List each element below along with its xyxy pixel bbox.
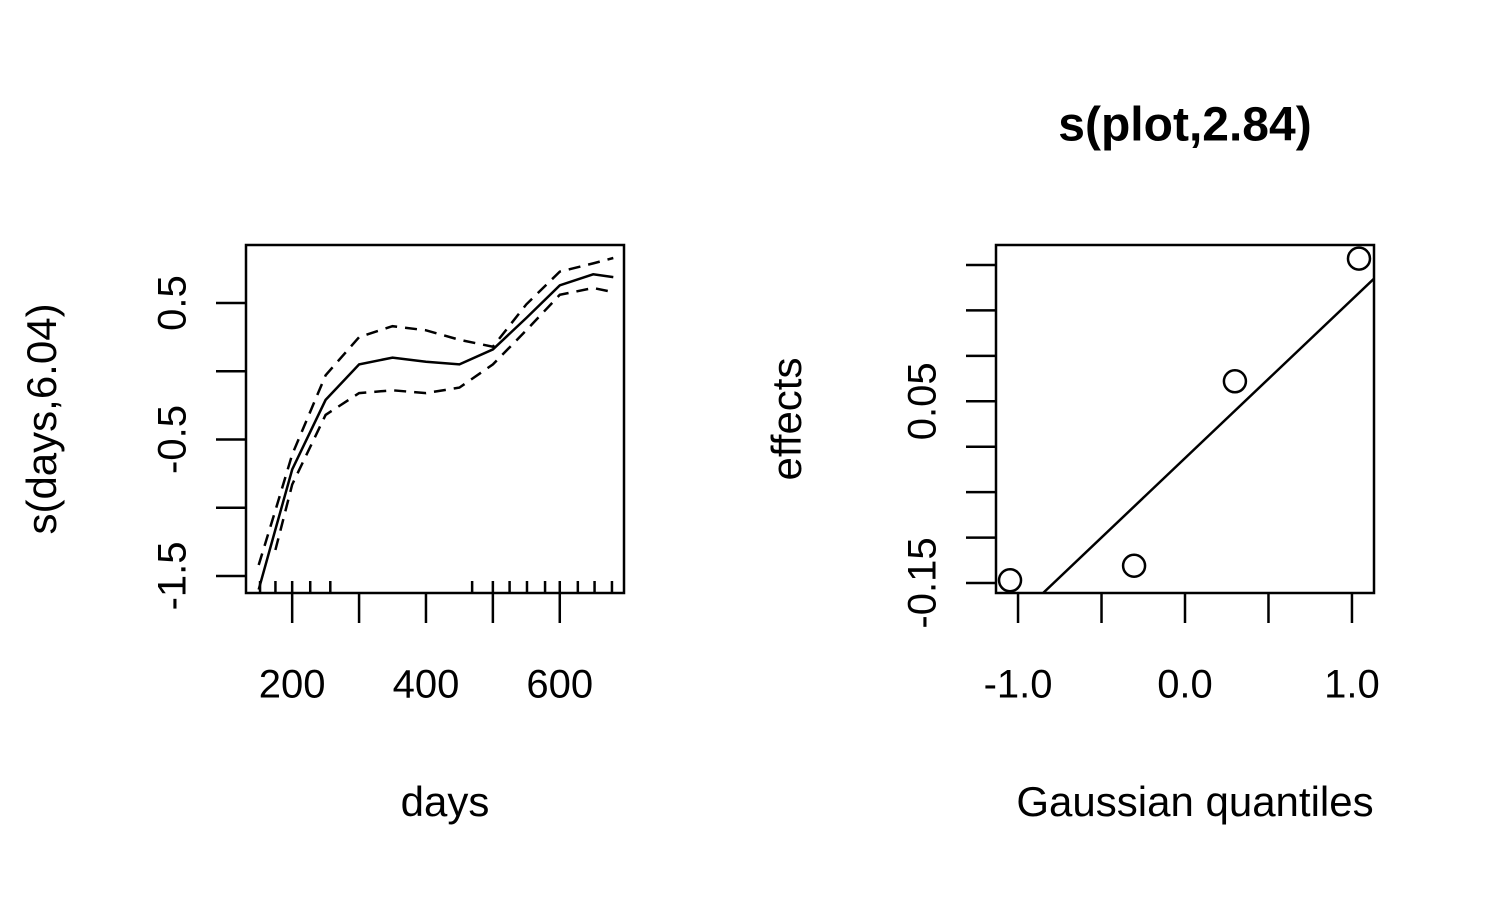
x-tick-label: 600 xyxy=(526,663,593,707)
fit-line-group xyxy=(1042,277,1374,593)
x-tick-label: 1.0 xyxy=(1324,663,1380,707)
y-tick-label: -0.15 xyxy=(901,537,945,628)
point xyxy=(997,568,1023,593)
point xyxy=(1346,246,1372,271)
x-tick-label: -1.0 xyxy=(984,663,1053,707)
y-tick-label: 0.05 xyxy=(901,362,945,440)
plot-frame xyxy=(994,243,1376,595)
y-axis-label: s(days,6.04) xyxy=(18,303,65,534)
y-axis-label: effects xyxy=(763,358,810,481)
chart-title: s(plot,2.84) xyxy=(1058,99,1311,152)
fit-curve xyxy=(274,286,614,551)
x-tick-label: 400 xyxy=(393,663,460,707)
fit-curve xyxy=(257,256,614,566)
x-axis-label: Gaussian quantiles xyxy=(1016,778,1373,825)
y-tick-label: -1.5 xyxy=(151,541,195,610)
y-tick-label: -0.5 xyxy=(151,405,195,474)
reference-line xyxy=(1042,277,1374,593)
x-axis-label: days xyxy=(401,778,490,825)
fit-curve xyxy=(257,273,614,590)
y-tick-label: 0.5 xyxy=(151,275,195,331)
plot-frame xyxy=(244,243,626,595)
x-tick-label: 200 xyxy=(259,663,326,707)
point xyxy=(1121,553,1147,578)
x-tick-label: 0.0 xyxy=(1157,663,1213,707)
point xyxy=(1222,369,1248,394)
